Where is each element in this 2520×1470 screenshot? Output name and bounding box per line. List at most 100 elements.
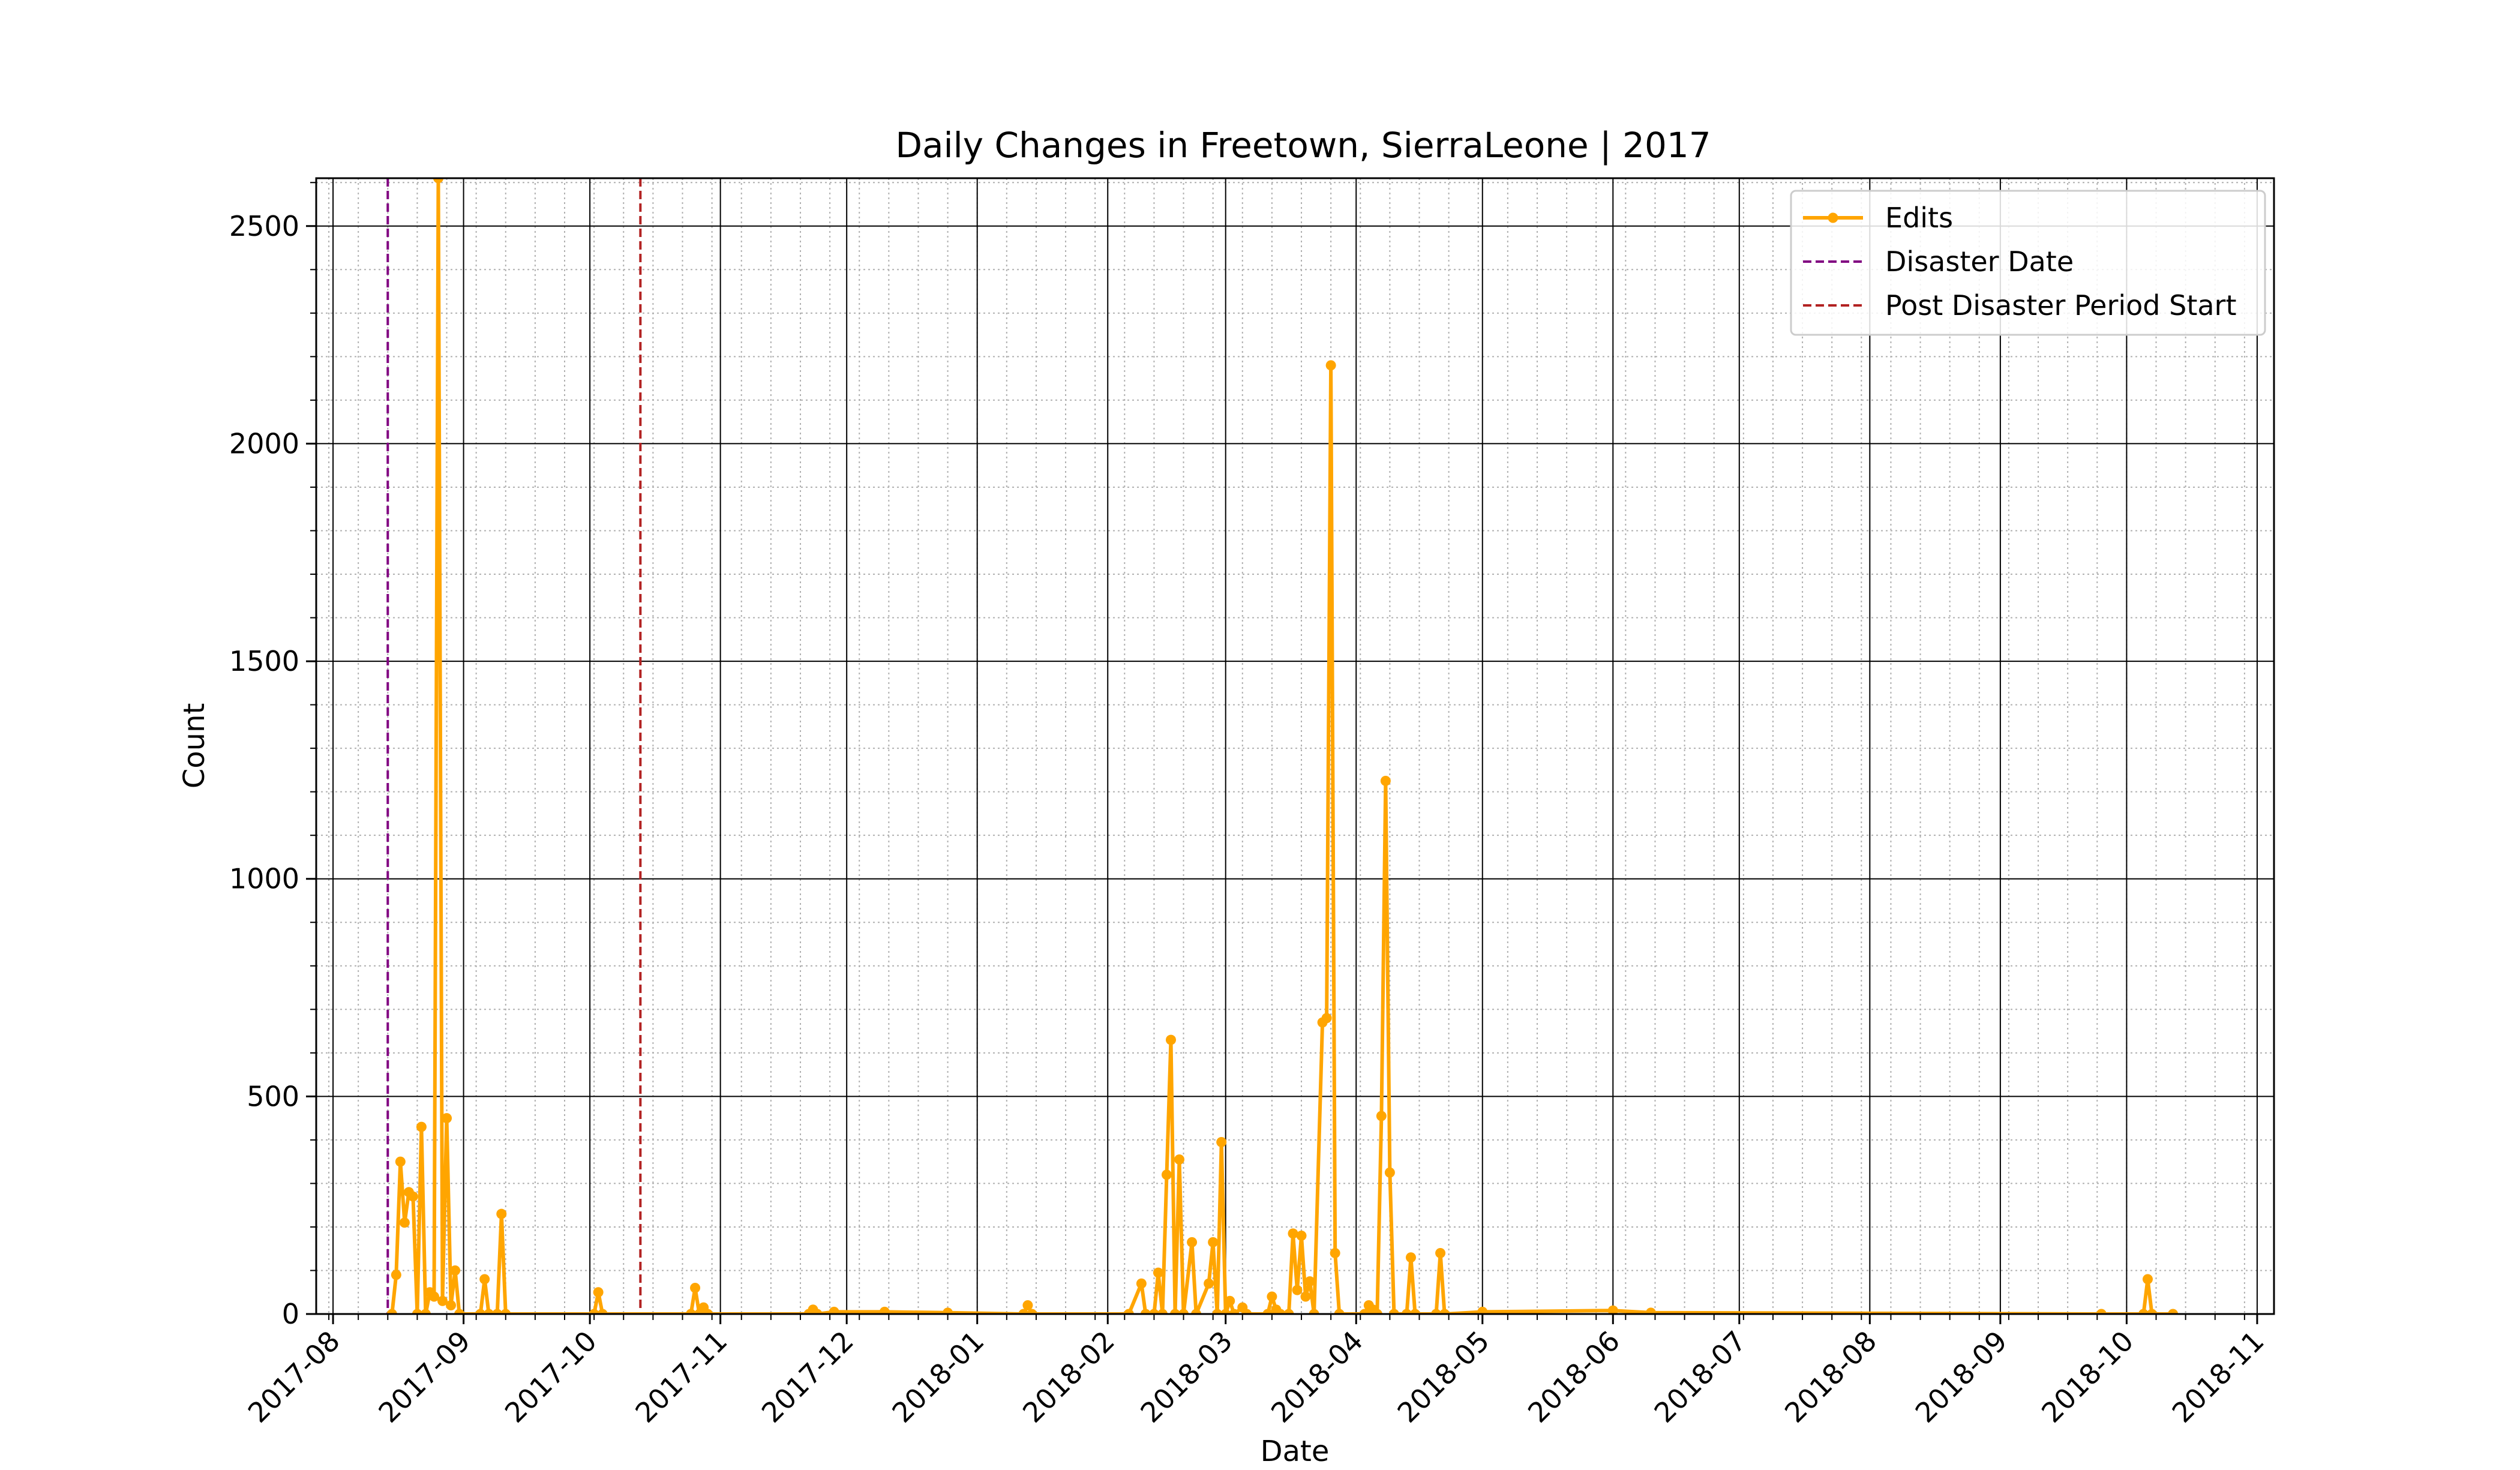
y-axis-label: Count	[178, 703, 211, 789]
data-point	[1439, 1309, 1450, 1314]
data-point	[1359, 1309, 1370, 1314]
data-point	[1409, 1309, 1420, 1314]
data-point	[1334, 1309, 1345, 1314]
data-point	[1435, 1247, 1446, 1258]
legend-box	[1790, 190, 2266, 336]
data-point	[1405, 1252, 1416, 1263]
plot-frame	[315, 177, 2275, 1315]
data-point	[1148, 1309, 1159, 1314]
chart-title: Daily Changes in Freetown, SierraLeone |…	[895, 125, 1711, 166]
data-point	[1296, 1230, 1307, 1241]
data-point	[1212, 1309, 1223, 1314]
data-point	[1153, 1267, 1163, 1278]
data-point	[1477, 1306, 1488, 1314]
y-tick-label: 2500	[229, 210, 299, 242]
data-point	[433, 178, 443, 184]
data-point	[1140, 1309, 1151, 1314]
data-point	[1165, 1034, 1176, 1045]
data-point	[1300, 1291, 1311, 1302]
minor-grid	[316, 178, 2274, 1314]
data-point	[943, 1307, 953, 1314]
reference-lines	[386, 178, 642, 1314]
data-point	[1018, 1309, 1029, 1314]
data-point	[1178, 1309, 1189, 1314]
data-point	[690, 1282, 701, 1293]
series-layer	[386, 178, 2179, 1314]
data-point	[395, 1156, 406, 1167]
data-point	[812, 1309, 823, 1314]
legend-label: Edits	[1885, 202, 1953, 234]
major-grid	[316, 178, 2274, 1314]
data-point	[1330, 1247, 1340, 1258]
data-point	[437, 1295, 448, 1306]
y-tick-label: 500	[247, 1080, 299, 1112]
data-point	[1283, 1309, 1294, 1314]
data-point	[2138, 1309, 2149, 1314]
data-point	[703, 1309, 713, 1314]
data-point	[1607, 1305, 1618, 1314]
data-point	[1229, 1309, 1240, 1314]
data-point	[412, 1309, 422, 1314]
data-point	[496, 1208, 507, 1219]
data-point	[386, 1309, 397, 1314]
data-point	[1216, 1137, 1227, 1148]
data-point	[1304, 1276, 1315, 1287]
data-point	[1372, 1309, 1382, 1314]
data-point	[407, 1191, 418, 1202]
data-point	[2168, 1309, 2179, 1314]
data-point	[416, 1121, 427, 1132]
data-point	[1136, 1278, 1147, 1289]
legend: Edits Disaster Date Post Disaster Period S…	[1790, 190, 2266, 336]
data-point	[1325, 360, 1336, 371]
data-point	[1376, 1111, 1387, 1121]
legend-label: Post Disaster Period Start	[1885, 289, 2237, 322]
data-point	[1123, 1309, 1134, 1314]
x-axis-label: Date	[1261, 1435, 1330, 1468]
data-point	[593, 1287, 604, 1298]
data-point	[2147, 1309, 2157, 1314]
data-point	[2096, 1309, 2107, 1314]
data-point	[454, 1309, 465, 1314]
y-tick-label: 1500	[229, 645, 299, 677]
data-point	[391, 1270, 401, 1280]
data-point	[589, 1309, 599, 1314]
data-point	[1208, 1237, 1219, 1247]
data-point	[1204, 1278, 1214, 1289]
data-point	[1292, 1285, 1303, 1295]
data-point	[479, 1274, 490, 1285]
data-point	[442, 1113, 452, 1124]
data-point	[1645, 1307, 1656, 1314]
data-point	[1267, 1291, 1277, 1302]
data-point	[1170, 1309, 1181, 1314]
series-line-edits	[390, 178, 2173, 1314]
data-point	[1288, 1228, 1298, 1239]
data-point	[1309, 1309, 1319, 1314]
data-point	[484, 1309, 494, 1314]
data-point	[1388, 1309, 1399, 1314]
data-point	[829, 1306, 839, 1314]
data-point	[2142, 1274, 2153, 1285]
data-point	[475, 1309, 486, 1314]
data-point	[1275, 1309, 1286, 1314]
data-point	[446, 1300, 457, 1310]
legend-marker	[1828, 212, 1838, 223]
data-point	[1384, 1167, 1395, 1178]
data-point	[1262, 1309, 1273, 1314]
data-point	[1022, 1300, 1033, 1310]
data-point	[500, 1309, 511, 1314]
y-tick-label: 2000	[229, 427, 299, 460]
data-point	[1191, 1309, 1202, 1314]
data-point	[492, 1309, 503, 1314]
data-point	[1225, 1295, 1235, 1306]
legend-label: Disaster Date	[1885, 245, 2074, 278]
data-point	[1241, 1309, 1252, 1314]
data-point	[1161, 1169, 1172, 1180]
data-point	[450, 1265, 461, 1276]
data-point	[1027, 1309, 1037, 1314]
data-point	[1220, 1309, 1231, 1314]
data-point	[1321, 1013, 1332, 1024]
data-point	[420, 1309, 431, 1314]
data-point	[428, 1291, 439, 1302]
y-tick-label: 0	[282, 1298, 299, 1330]
